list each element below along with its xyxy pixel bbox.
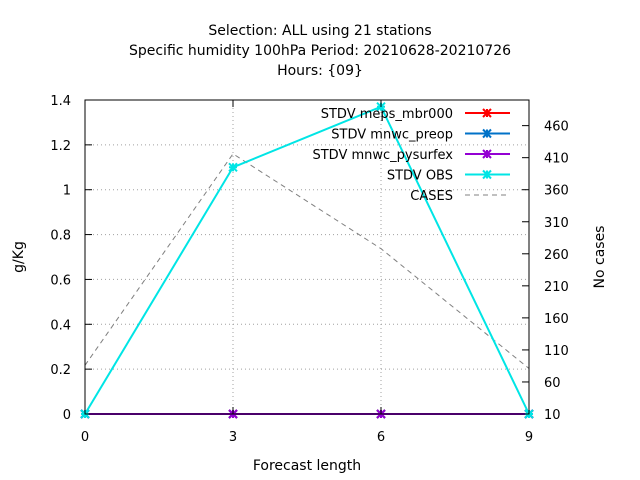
- chart-title: Selection: ALL using 21 stations Specific…: [129, 23, 511, 79]
- legend-label: CASES: [410, 189, 453, 204]
- legend-label: STDV mnwc_pysurfex: [312, 148, 453, 163]
- y2-tick-label: 210: [544, 280, 569, 295]
- legend-item: STDV mnwc_pysurfex: [312, 148, 510, 163]
- y2-tick-label: 410: [544, 152, 569, 167]
- legend-item: CASES: [410, 189, 510, 204]
- y2-tick-label: 460: [544, 120, 569, 135]
- y-tick-label: 0.6: [50, 273, 71, 288]
- y-tick-label: 1.2: [50, 139, 71, 154]
- title-line: Hours: {09}: [277, 63, 363, 79]
- x-axis-label: Forecast length: [253, 458, 361, 474]
- series-cases: [84, 153, 530, 369]
- series-line: [84, 153, 530, 369]
- marker-stroke: [482, 128, 492, 139]
- y2-tick-label: 110: [544, 344, 569, 359]
- axes: 00.20.40.60.811.21.410601101602102603103…: [50, 94, 569, 445]
- y-axis-label: g/Kg: [11, 241, 27, 273]
- legend-label: STDV meps_mbr000: [321, 107, 453, 122]
- data-point: [482, 169, 492, 180]
- y-tick-label: 0.8: [50, 229, 71, 244]
- y2-tick-label: 260: [544, 248, 569, 263]
- plot-frame: [84, 99, 530, 415]
- marker-stroke: [228, 162, 238, 172]
- y-tick-label: 0.2: [50, 363, 71, 378]
- y-tick-label: 1: [63, 184, 71, 199]
- y2-axis-label: No cases: [592, 226, 608, 289]
- marker-stroke: [482, 108, 492, 118]
- marker-stroke: [482, 169, 492, 180]
- grid: [85, 100, 529, 414]
- x-tick-label: 0: [81, 430, 89, 445]
- y2-tick-label: 160: [544, 312, 569, 327]
- legend-item: STDV meps_mbr000: [321, 107, 510, 122]
- y-tick-label: 0.4: [50, 318, 71, 333]
- series-stdv-obs: [80, 102, 534, 419]
- x-tick-label: 6: [377, 430, 385, 445]
- data-point: [228, 162, 238, 172]
- legend-item: STDV OBS: [387, 169, 510, 184]
- y2-tick-label: 360: [544, 184, 569, 199]
- legend-item: STDV mnwc_preop: [331, 128, 510, 143]
- legend-label: STDV mnwc_preop: [331, 128, 453, 143]
- marker-stroke: [482, 149, 492, 159]
- data-point: [482, 149, 492, 159]
- y-tick-label: 0: [63, 408, 71, 423]
- x-tick-label: 3: [229, 430, 237, 445]
- series-line: [84, 105, 530, 415]
- y2-tick-label: 60: [544, 376, 561, 391]
- y2-tick-label: 10: [544, 408, 561, 423]
- y2-tick-label: 310: [544, 216, 569, 231]
- title-line: Specific humidity 100hPa Period: 2021062…: [129, 43, 511, 59]
- y-tick-label: 1.4: [50, 94, 71, 109]
- series-layer: [80, 102, 534, 419]
- x-tick-label: 9: [525, 430, 533, 445]
- data-point: [482, 108, 492, 118]
- data-point: [482, 128, 492, 139]
- legend-label: STDV OBS: [387, 169, 453, 184]
- legend: STDV meps_mbr000 STDV mnwc_preop STDV mnwc…: [312, 107, 510, 204]
- title-line: Selection: ALL using 21 stations: [208, 23, 431, 39]
